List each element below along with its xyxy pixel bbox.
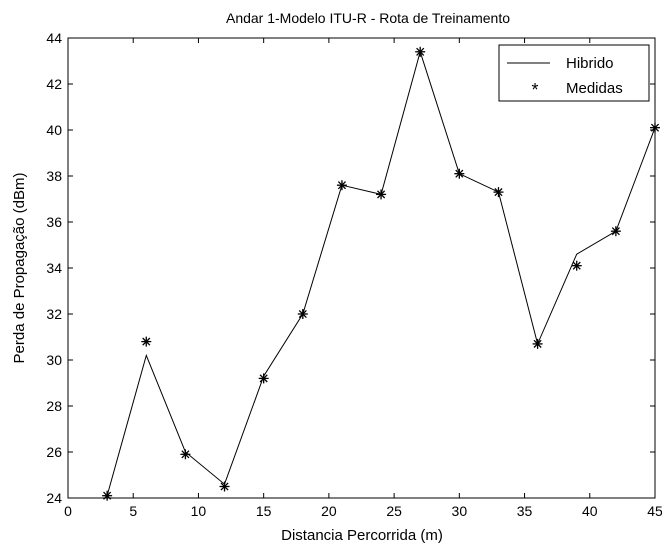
data-point-medidas bbox=[376, 189, 387, 200]
x-tick-label: 35 bbox=[517, 503, 533, 519]
data-point-medidas bbox=[610, 226, 621, 237]
y-axis: 24 26 28 30 32 34 36 38 40 42 44 bbox=[46, 30, 655, 506]
x-axis: 0 5 10 15 20 25 30 35 40 45 bbox=[64, 38, 662, 519]
legend-marker-swatch: * bbox=[531, 80, 538, 100]
x-tick-label: 10 bbox=[191, 503, 207, 519]
x-tick-label: 5 bbox=[129, 503, 137, 519]
x-tick-label: 40 bbox=[582, 503, 598, 519]
data-point-medidas bbox=[336, 180, 347, 191]
x-tick-label: 45 bbox=[647, 503, 662, 519]
data-point-medidas bbox=[141, 336, 152, 347]
x-axis-label: Distancia Percorrida (m) bbox=[281, 527, 443, 544]
x-tick-label: 15 bbox=[256, 503, 272, 519]
y-tick-label: 34 bbox=[46, 260, 62, 276]
legend-label-hibrido: Hibrido bbox=[566, 55, 614, 72]
data-point-medidas bbox=[180, 449, 191, 460]
y-tick-label: 40 bbox=[46, 122, 62, 138]
data-point-medidas bbox=[454, 168, 465, 179]
x-tick-label: 30 bbox=[452, 503, 468, 519]
data-point-medidas bbox=[532, 338, 543, 349]
chart-title: Andar 1-Modelo ITU-R - Rota de Treinamen… bbox=[226, 10, 510, 26]
x-tick-label: 20 bbox=[321, 503, 337, 519]
legend-label-medidas: Medidas bbox=[566, 80, 623, 97]
data-point-medidas bbox=[219, 481, 230, 492]
data-point-medidas bbox=[493, 187, 504, 198]
y-axis-label: Perda de Propagação (dBm) bbox=[11, 173, 28, 364]
x-tick-label: 0 bbox=[64, 503, 72, 519]
y-tick-label: 24 bbox=[46, 490, 62, 506]
y-tick-label: 30 bbox=[46, 352, 62, 368]
y-tick-label: 42 bbox=[46, 76, 62, 92]
y-tick-label: 36 bbox=[46, 214, 62, 230]
y-tick-label: 38 bbox=[46, 168, 62, 184]
legend-box bbox=[498, 44, 650, 102]
legend: Hibrido * Medidas bbox=[498, 44, 650, 102]
data-point-medidas bbox=[571, 260, 582, 271]
data-point-medidas bbox=[258, 373, 269, 384]
y-tick-label: 32 bbox=[46, 306, 62, 322]
plot-area bbox=[67, 37, 656, 499]
y-tick-label: 28 bbox=[46, 398, 62, 414]
y-tick-label: 26 bbox=[46, 444, 62, 460]
series-layer bbox=[102, 46, 660, 501]
data-point-medidas bbox=[297, 309, 308, 319]
data-point-medidas bbox=[650, 122, 660, 133]
x-tick-label: 25 bbox=[386, 503, 402, 519]
y-tick-label: 44 bbox=[46, 30, 62, 46]
data-point-medidas bbox=[415, 46, 426, 57]
data-point-medidas bbox=[102, 490, 113, 501]
